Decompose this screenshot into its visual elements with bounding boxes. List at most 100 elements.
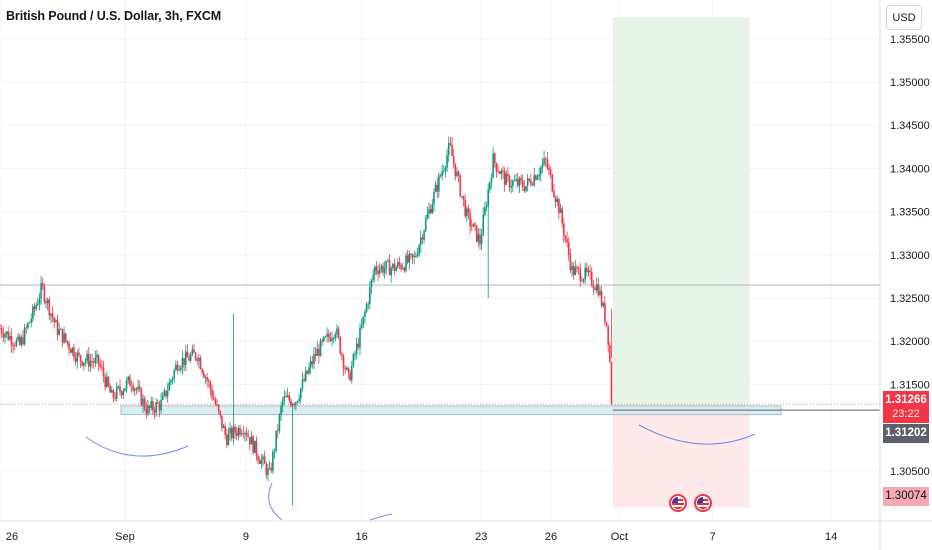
candle-body — [558, 199, 560, 214]
candle-body — [0, 328, 3, 334]
candle-body — [102, 367, 105, 377]
candle-body — [99, 363, 102, 367]
candle-body — [533, 175, 536, 186]
candle-body — [300, 388, 302, 399]
candle-body — [444, 167, 447, 171]
candle-body — [295, 402, 297, 406]
x-tick-label: 23 — [475, 531, 487, 543]
candle-body — [308, 367, 310, 374]
candle-body — [372, 275, 374, 280]
candle-body — [303, 379, 305, 381]
candle-body — [424, 218, 427, 231]
candle-body — [584, 267, 586, 280]
candle-body — [122, 391, 125, 396]
candle-body — [245, 433, 248, 437]
candle-body — [33, 306, 36, 309]
candle-body — [32, 306, 34, 319]
candle-body — [438, 175, 440, 192]
candle-body — [240, 433, 243, 435]
candle-body — [166, 390, 169, 397]
candle-body — [293, 403, 296, 406]
candle-body — [418, 245, 420, 255]
candle-body — [267, 468, 269, 476]
candle-body — [347, 367, 350, 373]
candle-body — [398, 262, 401, 265]
candle-body — [301, 379, 304, 389]
candle-body — [281, 398, 284, 407]
candle-body — [43, 285, 46, 302]
candle-body — [395, 267, 397, 272]
candle-body — [129, 376, 131, 386]
candle-body — [396, 262, 399, 268]
candle-body — [239, 427, 241, 435]
candle-body — [107, 376, 110, 386]
candle-body — [538, 174, 540, 177]
candle-body — [30, 318, 33, 323]
candle-body — [194, 352, 197, 359]
candle-body — [472, 223, 475, 227]
candle-body — [415, 256, 417, 257]
candle-body — [262, 456, 264, 460]
candle-body — [249, 437, 251, 445]
candle-body — [324, 336, 327, 338]
candle-body — [163, 390, 166, 396]
candle-body — [380, 265, 383, 270]
candle-body — [50, 313, 52, 316]
candle-body — [104, 376, 106, 388]
candle-body — [543, 158, 545, 165]
candle-body — [175, 364, 177, 371]
candle-body — [89, 361, 92, 367]
candle-body — [500, 170, 503, 174]
candle-body — [482, 214, 485, 236]
candle-body — [436, 184, 439, 192]
currency-button[interactable]: USD — [886, 5, 922, 30]
candle-body — [188, 357, 190, 361]
candle-body — [431, 204, 434, 214]
candle-body — [78, 352, 80, 356]
candle-body — [147, 405, 149, 414]
candle-body — [433, 191, 435, 205]
chart-title: British Pound / U.S. Dollar, 3h, FXCM — [6, 9, 222, 23]
candle-body — [115, 386, 118, 399]
candle-body — [63, 333, 65, 343]
candle-body — [184, 351, 187, 366]
candle-body — [120, 391, 123, 396]
candle-body — [138, 386, 141, 389]
candle-body — [291, 403, 294, 406]
candle-body — [551, 174, 554, 192]
candle-body — [10, 335, 13, 346]
candle-body — [369, 287, 371, 304]
last-price-value: 1.31266 — [885, 394, 927, 406]
candle-body — [145, 408, 148, 414]
candle-body — [571, 265, 573, 271]
candle-body — [554, 197, 557, 202]
candle-body — [421, 237, 424, 240]
candle-body — [101, 366, 103, 368]
us-economic-event-icon[interactable] — [669, 494, 687, 512]
candle-body — [607, 325, 609, 346]
candle-body — [548, 167, 550, 170]
candle-body — [355, 343, 358, 354]
candle-body — [403, 267, 406, 271]
candle-body — [53, 317, 56, 323]
candle-body — [189, 355, 192, 361]
candle-body — [244, 433, 246, 434]
candle-body — [373, 266, 376, 276]
candle-body — [447, 143, 450, 156]
candle-body — [119, 386, 121, 392]
candle-body — [235, 432, 238, 436]
candle-body — [497, 171, 499, 173]
candle-body — [198, 357, 200, 362]
candle-body — [332, 338, 335, 339]
candle-body — [150, 401, 153, 408]
us-economic-event-icon[interactable] — [694, 494, 712, 512]
candle-body — [449, 143, 452, 145]
candle-body — [173, 370, 176, 379]
candle-body — [60, 328, 62, 330]
candle-body — [426, 213, 429, 219]
candle-body — [503, 171, 506, 185]
candle-body — [222, 426, 225, 428]
candle-body — [250, 436, 253, 445]
candle-body — [288, 395, 291, 401]
